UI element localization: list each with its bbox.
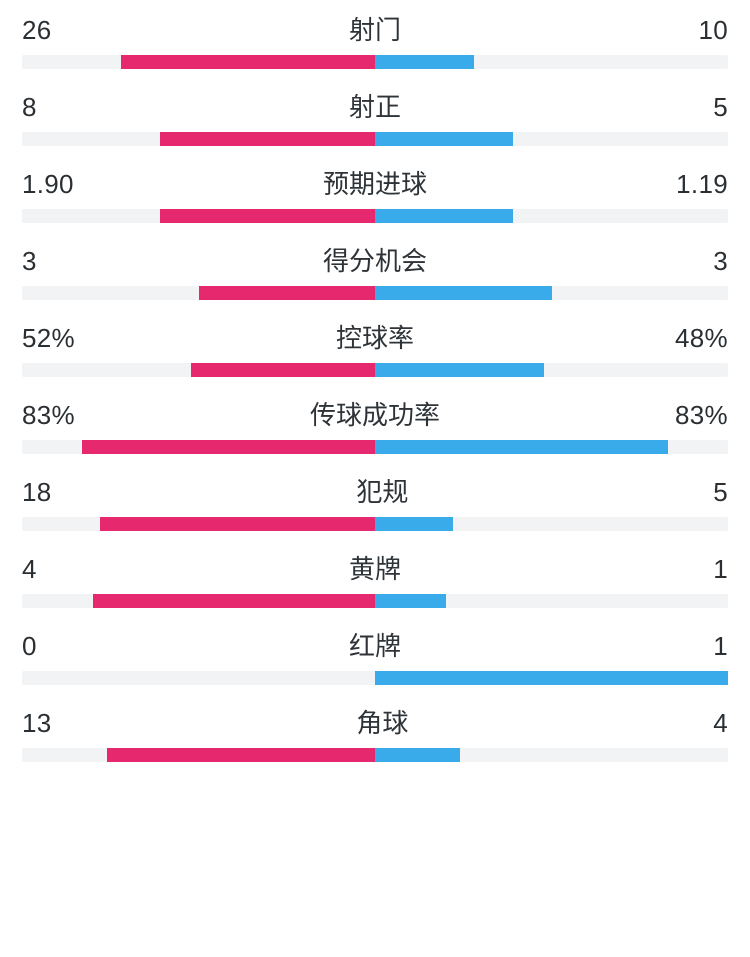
stat-name: 控球率: [336, 318, 414, 355]
stat-bar-track: [22, 132, 728, 146]
stat-bar-left: [93, 594, 375, 608]
stat-name: 射门: [349, 10, 401, 47]
stat-name: 角球: [356, 703, 408, 740]
stat-label-line: 3 得分机会 3: [22, 241, 728, 278]
stat-bar-left: [160, 209, 375, 223]
stat-value-left: 4: [22, 554, 37, 585]
stat-row: 83% 传球成功率 83%: [0, 385, 750, 462]
stat-bar-track: [22, 517, 728, 531]
stat-bar-left: [100, 517, 375, 531]
stat-bar-track: [22, 671, 728, 685]
stat-bar-track: [22, 209, 728, 223]
stat-bar-right: [375, 671, 728, 685]
stat-label-line: 4 黄牌 1: [22, 549, 728, 586]
stat-value-right: 48%: [675, 323, 728, 354]
stat-bar-right: [375, 748, 460, 762]
stat-row: 4 黄牌 1: [0, 539, 750, 616]
stat-name: 红牌: [349, 626, 401, 663]
stat-value-right: 3: [713, 246, 728, 277]
stat-name: 传球成功率: [310, 395, 440, 432]
stat-value-right: 10: [698, 15, 728, 46]
stat-bar-left: [160, 132, 375, 146]
match-stats-panel: 26射门108射正51.90预期进球1.193得分机会352%控球率48%83%…: [0, 0, 750, 770]
stat-value-left: 52%: [22, 323, 75, 354]
stat-label-line: 13 角球 4: [22, 703, 728, 740]
stat-value-right: 1.19: [676, 169, 728, 200]
stat-value-right: 1: [713, 631, 728, 662]
stat-value-right: 4: [713, 708, 728, 739]
stat-value-left: 18: [22, 477, 52, 508]
stat-row: 0 红牌 1: [0, 616, 750, 693]
stat-bar-left: [82, 440, 375, 454]
stat-label-line: 8 射正 5: [22, 87, 728, 124]
stat-bar-right: [375, 363, 544, 377]
stat-bar-track: [22, 594, 728, 608]
stat-value-right: 1: [713, 554, 728, 585]
stat-value-right: 5: [713, 477, 728, 508]
stat-label-line: 0 红牌 1: [22, 626, 728, 663]
stat-row: 1.90 预期进球 1.19: [0, 154, 750, 231]
stat-bar-track: [22, 748, 728, 762]
stat-row: 8 射正 5: [0, 77, 750, 154]
stat-label-line: 18 犯规 5: [22, 472, 728, 509]
stat-bar-right: [375, 440, 668, 454]
stat-label-line: 52% 控球率 48%: [22, 318, 728, 355]
stat-value-left: 83%: [22, 400, 75, 431]
stat-bar-left: [107, 748, 375, 762]
stat-bar-track: [22, 363, 728, 377]
stat-row: 13 角球 4: [0, 693, 750, 770]
stat-value-left: 26: [22, 15, 52, 46]
stat-label-line: 83% 传球成功率 83%: [22, 395, 728, 432]
stat-row: 52% 控球率 48%: [0, 308, 750, 385]
stat-row: 3 得分机会 3: [0, 231, 750, 308]
stat-bar-left: [121, 55, 375, 69]
stat-bar-right: [375, 55, 474, 69]
stat-value-right: 5: [713, 92, 728, 123]
stat-bar-right: [375, 286, 552, 300]
stat-name: 犯规: [356, 472, 408, 509]
stat-value-left: 8: [22, 92, 37, 123]
stat-value-left: 3: [22, 246, 37, 277]
stat-bar-right: [375, 517, 453, 531]
stat-value-left: 1.90: [22, 169, 74, 200]
stat-bar-left: [199, 286, 376, 300]
stat-bar-left: [191, 363, 375, 377]
stat-name: 黄牌: [349, 549, 401, 586]
stat-row: 26 射门 10: [0, 0, 750, 77]
stat-name: 得分机会: [323, 241, 427, 278]
stat-bar-right: [375, 132, 513, 146]
stat-bar-right: [375, 209, 513, 223]
stat-value-right: 83%: [675, 400, 728, 431]
stat-bar-right: [375, 594, 446, 608]
stat-value-left: 13: [22, 708, 52, 739]
stat-value-left: 0: [22, 631, 37, 662]
stat-label-line: 26 射门 10: [22, 10, 728, 47]
stat-name: 射正: [349, 87, 401, 124]
stat-name: 预期进球: [323, 164, 427, 201]
stat-label-line: 1.90 预期进球 1.19: [22, 164, 728, 201]
stat-bar-track: [22, 286, 728, 300]
stat-row: 18 犯规 5: [0, 462, 750, 539]
stat-bar-track: [22, 440, 728, 454]
stat-bar-track: [22, 55, 728, 69]
